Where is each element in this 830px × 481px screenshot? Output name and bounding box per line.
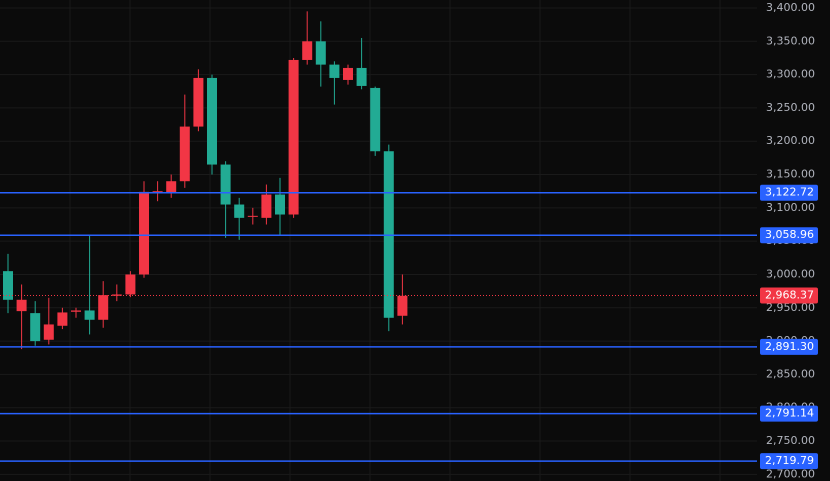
y-tick-label: 2,950.00 [766,301,815,314]
candle-body [261,194,272,218]
last-price-box [760,287,818,304]
candle-body [397,295,408,316]
candle-body [166,181,177,193]
candle-body [125,274,136,295]
candle-body [234,204,245,218]
candle-body [16,299,27,312]
y-tick-label: 3,000.00 [766,267,815,280]
candle-body [302,41,313,60]
level-label: 3,058.96 [765,228,814,241]
level-label-box [760,184,818,201]
y-tick-label: 2,850.00 [766,367,815,380]
y-tick-label: 3,300.00 [766,68,815,81]
candle-body [370,87,381,152]
y-tick-label: 2,750.00 [766,434,815,447]
level-label-box [760,405,818,422]
candle-body [193,77,204,127]
candle-body [139,191,149,275]
level-label: 2,791.14 [765,407,814,420]
y-tick-label: 3,350.00 [766,34,815,47]
candle-body [30,313,41,342]
candle-body [343,67,353,80]
last-price-label: 2,968.37 [765,289,814,302]
candle-body [220,164,231,205]
candle-body [98,295,109,320]
candle-body [57,312,68,326]
candle-body [247,215,258,217]
candle-body [84,310,95,320]
candle-body [71,310,81,312]
y-tick-label: 3,400.00 [766,1,815,14]
level-label: 2,891.30 [765,340,814,353]
level-label: 2,719.79 [765,454,814,467]
candle-body [43,324,54,340]
candle-body [111,294,122,296]
y-tick-label: 3,100.00 [766,201,815,214]
candle-body [207,77,217,165]
y-tick-label: 3,150.00 [766,168,815,181]
level-label-box [760,338,818,355]
candle-body [356,67,367,86]
level-label: 3,122.72 [765,186,814,199]
level-label-box [760,227,818,244]
candle-body [315,41,326,65]
candle-body [288,59,299,215]
candle-body [3,271,13,300]
y-tick-label: 2,700.00 [766,467,815,480]
candle-body [329,64,340,78]
y-tick-label: 3,200.00 [766,134,815,147]
candle-body [275,194,285,215]
level-label-box [760,453,818,470]
candle-body [179,126,190,182]
y-tick-label: 3,250.00 [766,101,815,114]
